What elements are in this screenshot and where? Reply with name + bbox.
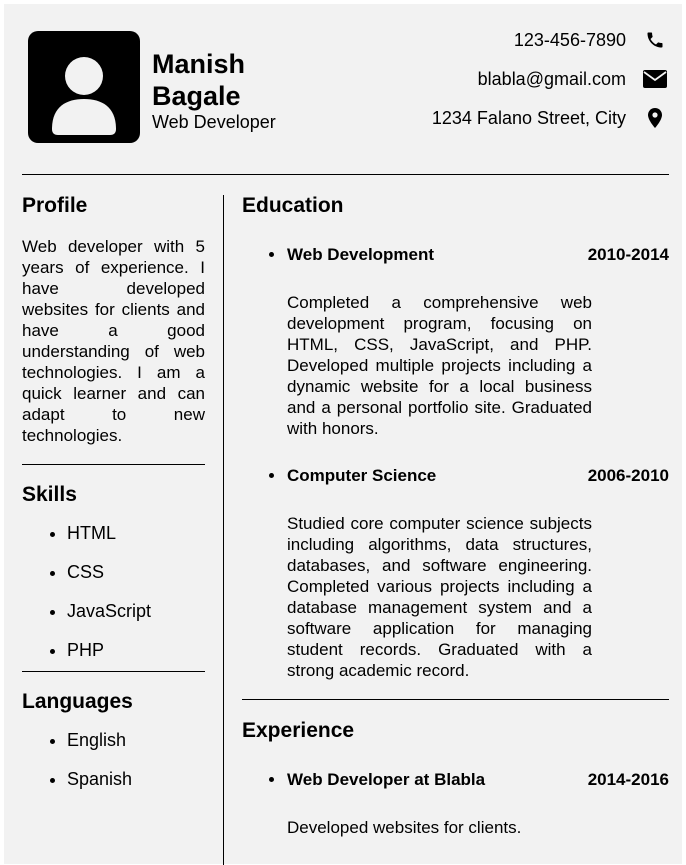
- section-divider: [242, 699, 669, 700]
- phone-text: 123-456-7890: [513, 29, 626, 50]
- candidate-role: Web Developer: [152, 112, 276, 132]
- name-last: Bagale: [152, 81, 241, 111]
- contact-email: blabla@gmail.com: [478, 67, 668, 91]
- entry-description: Studied core computer science subjects i…: [287, 514, 592, 680]
- languages-heading: Languages: [22, 690, 133, 713]
- contact-phone: 123-456-7890: [514, 28, 668, 52]
- profile-heading: Profile: [22, 194, 88, 217]
- language-item: Spanish: [67, 770, 205, 809]
- entry-title: Web Development: [242, 245, 434, 265]
- user-avatar-icon: [28, 31, 140, 143]
- entry-years: 2010-2014: [587, 245, 669, 264]
- skills-list: HTML CSS JavaScript PHP: [22, 524, 205, 680]
- education-entry: Computer Science 2006-2010: [242, 466, 669, 486]
- entry-description: Completed a comprehensive web developmen…: [287, 293, 592, 438]
- section-divider: [22, 464, 205, 465]
- name-first: Manish: [152, 49, 246, 79]
- languages-list: English Spanish: [22, 731, 205, 809]
- experience-entry: Web Developer at Blabla 2014-2016: [242, 770, 669, 790]
- map-pin-icon: [642, 106, 668, 130]
- right-column: Education Web Development 2010-2014 Comp…: [242, 194, 669, 838]
- skill-item: JavaScript: [67, 602, 205, 641]
- education-entry: Web Development 2010-2014: [242, 245, 669, 265]
- profile-text: Web developer with 5 years of experience…: [22, 237, 205, 445]
- candidate-name: Manish Bagale: [152, 48, 245, 112]
- section-divider: [22, 671, 205, 672]
- skill-item: PHP: [67, 641, 205, 680]
- education-heading: Education: [242, 194, 344, 217]
- left-column: Profile Web developer with 5 years of ex…: [22, 194, 205, 809]
- skills-heading: Skills: [22, 483, 77, 506]
- experience-heading: Experience: [242, 719, 355, 742]
- skill-item: HTML: [67, 524, 205, 563]
- entry-description: Developed websites for clients.: [287, 818, 522, 837]
- resume-page: Manish Bagale Web Developer 123-456-7890…: [4, 4, 682, 865]
- language-item: English: [67, 731, 205, 770]
- contact-address: 1234 Falano Street, City: [432, 106, 668, 130]
- skill-item: CSS: [67, 563, 205, 602]
- header-divider: [22, 174, 669, 175]
- entry-title: Web Developer at Blabla: [242, 770, 485, 790]
- phone-icon: [642, 28, 668, 52]
- entry-years: 2006-2010: [587, 466, 669, 485]
- email-text[interactable]: blabla@gmail.com: [477, 68, 626, 89]
- entry-years: 2014-2016: [587, 770, 669, 789]
- entry-title: Computer Science: [242, 466, 436, 486]
- envelope-icon: [642, 67, 668, 91]
- address-text: 1234 Falano Street, City: [431, 107, 626, 128]
- column-divider: [223, 195, 224, 865]
